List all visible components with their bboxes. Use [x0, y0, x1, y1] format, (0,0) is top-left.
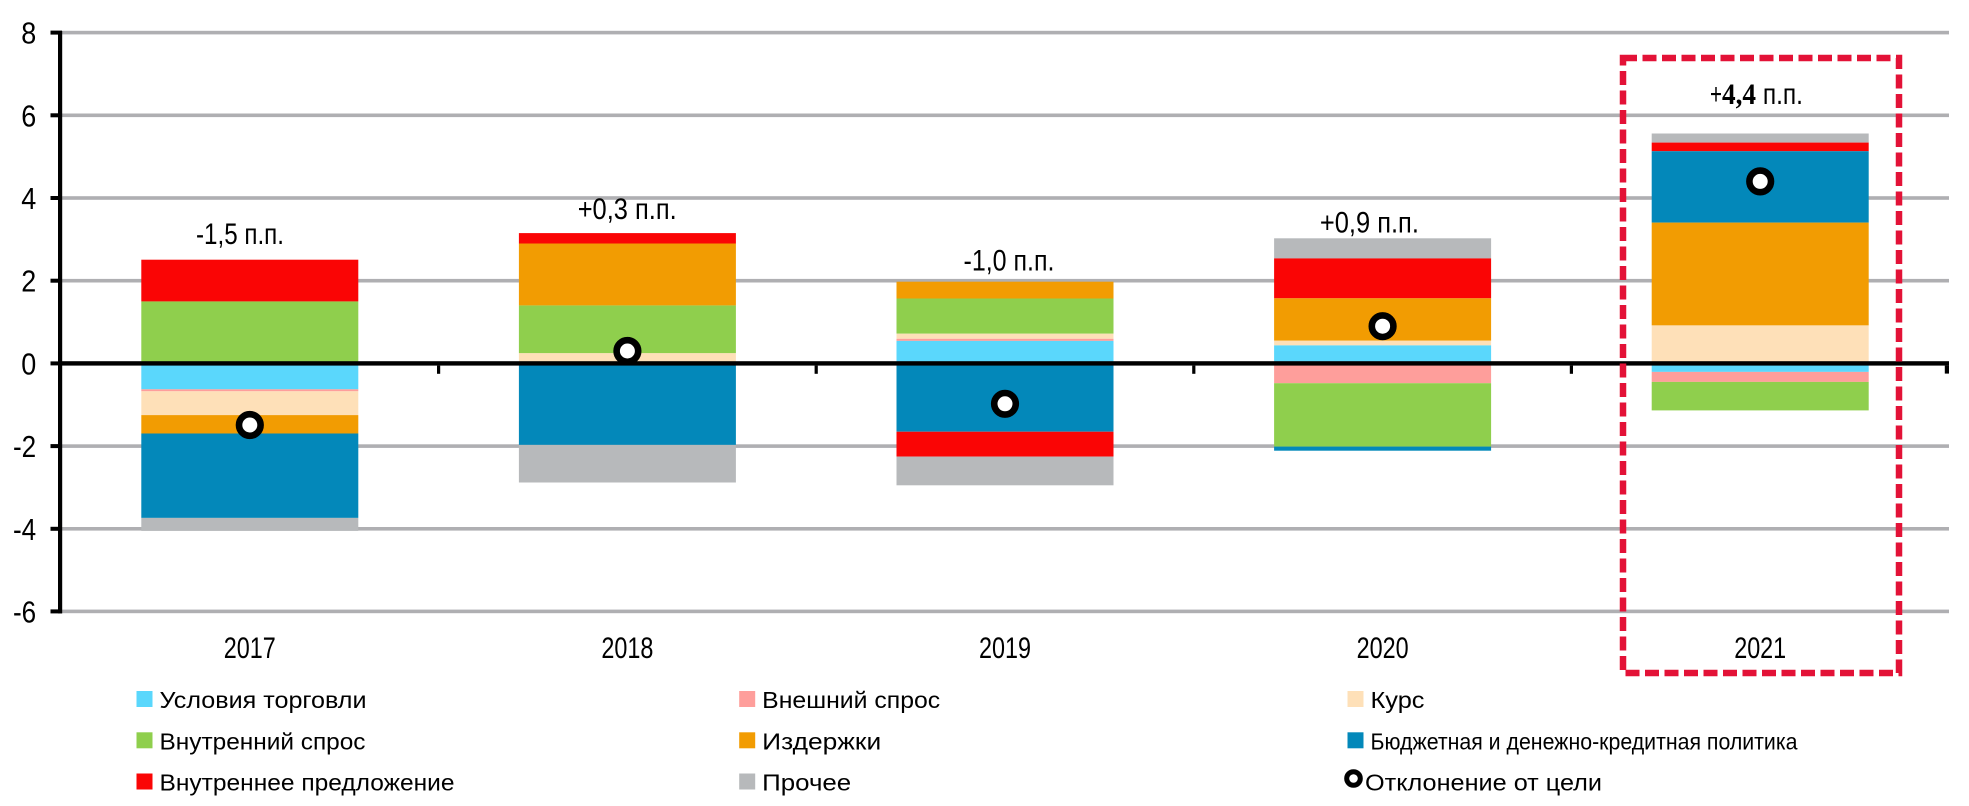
- svg-text:Курс: Курс: [1371, 687, 1425, 713]
- svg-text:2020: 2020: [1357, 632, 1409, 665]
- svg-text:6: 6: [21, 98, 36, 133]
- svg-text:+4,4 п.п.: +4,4 п.п.: [1710, 78, 1803, 111]
- svg-text:2021: 2021: [1734, 632, 1786, 665]
- svg-text:Издержки: Издержки: [762, 728, 881, 754]
- svg-text:+0,9 п.п.: +0,9 п.п.: [1320, 206, 1419, 239]
- svg-text:Прочее: Прочее: [762, 770, 851, 796]
- svg-text:4: 4: [21, 181, 36, 216]
- svg-text:2: 2: [21, 264, 36, 299]
- svg-text:-1,5 п.п.: -1,5 п.п.: [196, 218, 284, 251]
- svg-text:Внутреннее предложение: Внутреннее предложение: [160, 770, 455, 796]
- svg-text:-4: -4: [13, 512, 36, 547]
- svg-text:2018: 2018: [601, 632, 653, 665]
- svg-text:Условия торговли: Условия торговли: [160, 687, 367, 713]
- svg-text:Отклонение от цели: Отклонение от цели: [1365, 770, 1602, 796]
- svg-text:+0,3 п.п.: +0,3 п.п.: [578, 193, 677, 226]
- svg-text:Внешний спрос: Внешний спрос: [762, 687, 940, 713]
- svg-text:0: 0: [21, 346, 36, 381]
- svg-text:Внутренний спрос: Внутренний спрос: [160, 728, 366, 754]
- svg-text:2017: 2017: [224, 632, 276, 665]
- svg-text:-2: -2: [13, 429, 36, 464]
- svg-text:Бюджетная и денежно-кредитная: Бюджетная и денежно-кредитная политика: [1371, 728, 1798, 754]
- svg-text:-6: -6: [13, 594, 36, 629]
- svg-text:-1,0 п.п.: -1,0 п.п.: [964, 245, 1055, 278]
- svg-text:2019: 2019: [979, 632, 1031, 665]
- svg-text:8: 8: [21, 16, 36, 51]
